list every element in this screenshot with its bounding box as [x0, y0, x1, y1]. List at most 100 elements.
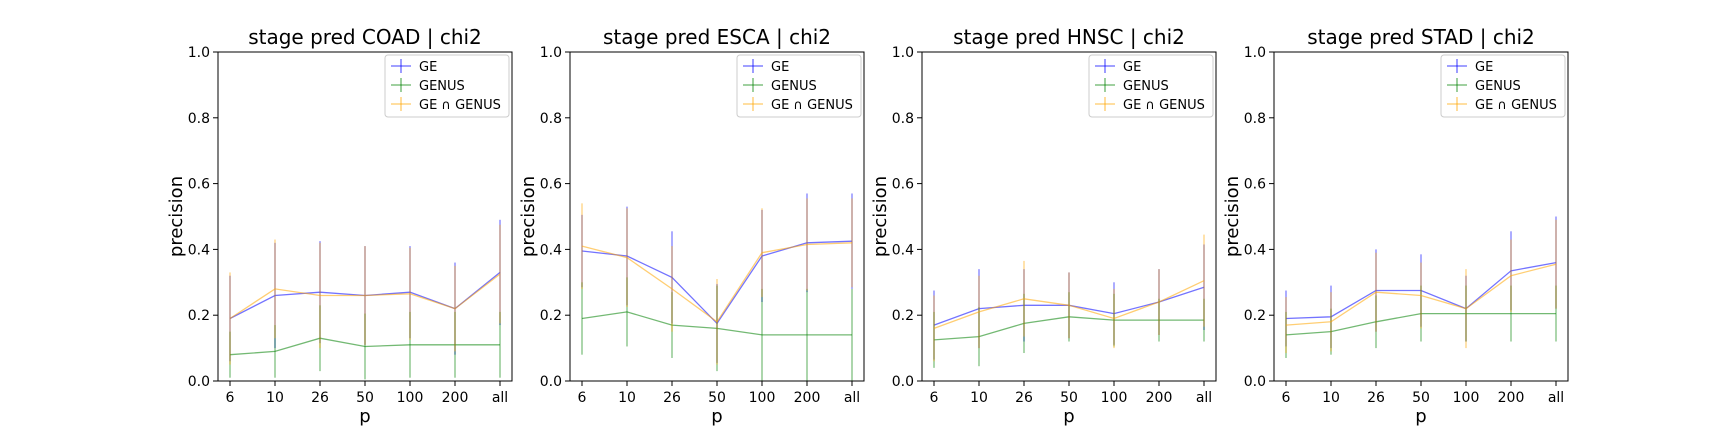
- x-tick-label: 100: [1101, 390, 1128, 406]
- y-tick-label: 1.0: [188, 45, 210, 61]
- chart-panel: stage pred HNSC | chi2 0.0 0.2 0.4 0.6 0.8 1.0…: [870, 25, 1217, 427]
- legend: GE GENUS GE ∩ GENUS: [1440, 54, 1566, 118]
- x-tick-label: 100: [1453, 390, 1480, 406]
- x-axis-label: p: [359, 406, 370, 427]
- chart-panel: stage pred COAD | chi2 0.0 0.2 0.4 0.6 0.8 1.0…: [166, 25, 513, 427]
- legend-label: GE ∩ GENUS: [771, 98, 853, 113]
- series-line: [1285, 263, 1557, 326]
- x-tick-label: 26: [663, 390, 681, 406]
- chart-title: stage pred HNSC | chi2: [953, 25, 1185, 49]
- legend-box: [736, 54, 862, 118]
- y-axis-label: precision: [166, 176, 187, 257]
- chart-title: stage pred COAD | chi2: [248, 25, 482, 49]
- x-tick-label: 100: [397, 390, 424, 406]
- x-tick-label: 50: [1060, 390, 1078, 406]
- y-tick-label: 0.8: [1244, 111, 1266, 127]
- y-tick-label: 0.8: [188, 111, 210, 127]
- y-tick-label: 0.4: [892, 242, 914, 258]
- y-tick-label: 0.6: [1244, 177, 1266, 193]
- x-tick-label: 26: [1367, 390, 1385, 406]
- x-tick-label: 200: [1498, 390, 1525, 406]
- y-tick-label: 0.6: [892, 177, 914, 193]
- y-tick-label: 0.4: [1244, 242, 1266, 258]
- y-tick-label: 0.2: [1244, 308, 1266, 324]
- plot-frame: [1273, 51, 1569, 382]
- y-tick-label: 0.0: [1244, 374, 1266, 390]
- chart-panel: stage pred ESCA | chi2 0.0 0.2 0.4 0.6 0.8 1.0…: [518, 25, 865, 427]
- x-axis-label: p: [711, 406, 722, 427]
- x-tick-label: 6: [226, 390, 235, 406]
- legend-box: [1440, 54, 1566, 118]
- series-line: [581, 242, 853, 323]
- x-tick-label: 200: [1146, 390, 1173, 406]
- x-tick-label: 6: [578, 390, 587, 406]
- x-tick-label: 100: [749, 390, 776, 406]
- chart-title: stage pred ESCA | chi2: [603, 25, 831, 49]
- y-tick-label: 0.2: [188, 308, 210, 324]
- x-tick-label: 6: [930, 390, 939, 406]
- legend: GE GENUS GE ∩ GENUS: [736, 54, 862, 118]
- y-axis-label: precision: [870, 176, 891, 257]
- y-tick-label: 0.6: [540, 177, 562, 193]
- chart-title: stage pred STAD | chi2: [1307, 25, 1535, 49]
- series-2: [229, 224, 501, 365]
- y-axis-label: precision: [1222, 176, 1243, 257]
- y-tick-label: 0.0: [188, 374, 210, 390]
- legend-box: [1088, 54, 1214, 118]
- x-tick-label: all: [1196, 390, 1212, 406]
- x-tick-label: 200: [794, 390, 821, 406]
- legend-label: GENUS: [771, 79, 817, 94]
- legend-box: [384, 54, 510, 118]
- x-tick-label: 26: [311, 390, 329, 406]
- y-tick-label: 1.0: [540, 45, 562, 61]
- x-tick-label: 50: [708, 390, 726, 406]
- legend: GE GENUS GE ∩ GENUS: [1088, 54, 1214, 118]
- y-tick-label: 1.0: [1244, 45, 1266, 61]
- x-axis-label: p: [1063, 406, 1074, 427]
- plot-frame: [569, 51, 865, 382]
- legend-label: GENUS: [1123, 79, 1169, 94]
- y-tick-label: 0.4: [188, 242, 210, 258]
- x-tick-label: 6: [1282, 390, 1291, 406]
- x-tick-label: all: [844, 390, 860, 406]
- x-tick-label: all: [492, 390, 508, 406]
- x-tick-label: 10: [266, 390, 284, 406]
- y-tick-label: 0.0: [540, 374, 562, 390]
- series-2: [933, 234, 1205, 362]
- x-tick-label: 50: [356, 390, 374, 406]
- plot-frame: [921, 51, 1217, 382]
- x-tick-label: 50: [1412, 390, 1430, 406]
- x-axis-label: p: [1415, 406, 1426, 427]
- y-axis-label: precision: [518, 176, 539, 257]
- y-tick-label: 0.8: [540, 111, 562, 127]
- y-tick-label: 0.2: [540, 308, 562, 324]
- y-tick-label: 0.2: [892, 308, 914, 324]
- x-tick-label: 10: [970, 390, 988, 406]
- chart-panel: stage pred STAD | chi2 0.0 0.2 0.4 0.6 0.8 1.0…: [1222, 25, 1569, 427]
- legend-label: GE ∩ GENUS: [1475, 98, 1557, 113]
- series-line: [229, 273, 501, 320]
- series-2: [1285, 219, 1557, 354]
- legend-label: GE: [1475, 60, 1493, 75]
- y-tick-label: 0.0: [892, 374, 914, 390]
- legend-label: GE: [1123, 60, 1141, 75]
- series-line: [933, 280, 1205, 330]
- x-tick-label: 200: [442, 390, 469, 406]
- y-tick-label: 0.8: [892, 111, 914, 127]
- plot-frame: [217, 51, 513, 382]
- legend-label: GENUS: [1475, 79, 1521, 94]
- x-tick-label: 10: [618, 390, 636, 406]
- series-2: [581, 198, 853, 365]
- legend: GE GENUS GE ∩ GENUS: [384, 54, 510, 118]
- legend-label: GE ∩ GENUS: [419, 98, 501, 113]
- legend-label: GENUS: [419, 79, 465, 94]
- legend-label: GE: [771, 60, 789, 75]
- y-tick-label: 0.4: [540, 242, 562, 258]
- x-tick-label: 10: [1322, 390, 1340, 406]
- legend-label: GE ∩ GENUS: [1123, 98, 1205, 113]
- legend-label: GE: [419, 60, 437, 75]
- y-tick-label: 1.0: [892, 45, 914, 61]
- x-tick-label: all: [1548, 390, 1564, 406]
- x-tick-label: 26: [1015, 390, 1033, 406]
